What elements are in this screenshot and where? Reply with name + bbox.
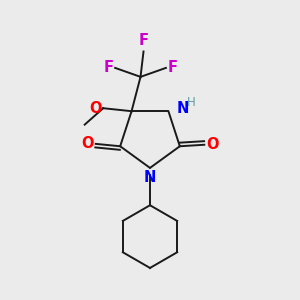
Text: H: H <box>187 96 196 109</box>
Text: O: O <box>207 137 219 152</box>
Text: F: F <box>168 60 178 75</box>
Text: N: N <box>177 101 189 116</box>
Text: O: O <box>81 136 93 152</box>
Text: N: N <box>144 170 156 185</box>
Text: F: F <box>103 60 113 75</box>
Text: F: F <box>139 33 148 48</box>
Text: O: O <box>89 101 101 116</box>
